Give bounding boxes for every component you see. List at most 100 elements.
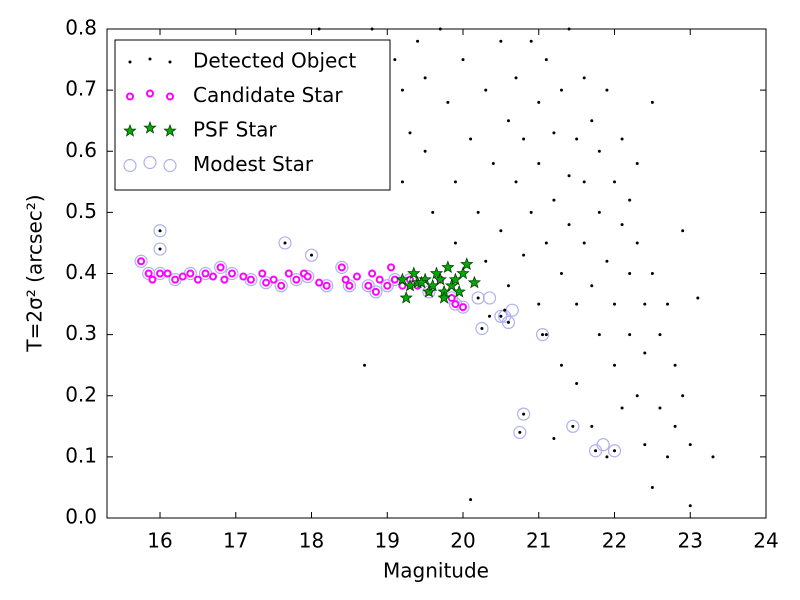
modest-star-marker xyxy=(134,254,148,268)
modest-star-marker xyxy=(143,155,157,170)
detected-object-marker xyxy=(506,284,510,288)
y-tick-label: 0.5 xyxy=(65,199,97,223)
modest-star-marker xyxy=(471,291,485,305)
detected-object-marker xyxy=(681,394,685,398)
candidate-star-marker xyxy=(126,92,134,101)
psf-star-marker xyxy=(407,266,421,280)
detected-object-marker xyxy=(590,119,594,123)
detected-object-marker xyxy=(711,455,715,459)
psf-star-marker xyxy=(437,291,451,304)
detected-object-marker xyxy=(605,455,609,459)
detected-object-marker xyxy=(469,137,473,141)
x-tick-label: 17 xyxy=(223,529,248,553)
detected-object-marker xyxy=(582,76,586,80)
modest-star-marker xyxy=(335,260,349,274)
detected-object-marker xyxy=(544,241,548,245)
candidate-star-marker xyxy=(277,281,286,290)
detected-object-marker xyxy=(168,60,172,64)
detected-object-marker xyxy=(575,382,579,386)
plot-area xyxy=(134,27,715,508)
detected-object-marker xyxy=(506,320,510,324)
detected-object-marker xyxy=(476,210,480,214)
candidate-star-marker xyxy=(193,275,202,284)
detected-object-marker xyxy=(552,437,556,441)
candidate-star-marker xyxy=(163,269,172,278)
candidate-star-marker xyxy=(368,269,377,278)
detected-object-marker xyxy=(605,259,609,263)
detected-object-marker xyxy=(559,272,563,275)
candidate-star-marker xyxy=(398,281,407,290)
detected-object-marker xyxy=(400,180,404,184)
modest-star-marker xyxy=(278,236,292,250)
detected-object-marker xyxy=(283,241,287,245)
detected-object-marker xyxy=(488,314,492,318)
modest-star-marker xyxy=(566,419,580,433)
detected-object-marker xyxy=(571,424,575,428)
modest-star-marker xyxy=(274,279,288,293)
detected-object-marker xyxy=(499,314,503,318)
modest-star-marker xyxy=(501,315,516,329)
candidate-star-marker xyxy=(258,269,267,278)
detected-object-marker xyxy=(499,39,503,43)
psf-star-marker xyxy=(163,124,177,137)
y-tick-label: 0.1 xyxy=(65,443,97,467)
detected-object-marker xyxy=(628,333,632,337)
modest-star-marker xyxy=(607,444,622,458)
legend-box xyxy=(114,39,391,191)
detected-object-marker xyxy=(480,327,484,331)
detected-object-marker xyxy=(484,259,488,263)
candidate-star-marker xyxy=(144,269,153,278)
candidate-star-marker xyxy=(201,269,210,278)
candidate-star-marker xyxy=(292,275,301,284)
x-tick-label: 23 xyxy=(678,529,703,553)
candidate-star-marker xyxy=(375,275,384,284)
candidate-star-marker xyxy=(178,272,187,281)
modest-star-marker xyxy=(153,224,167,238)
detected-object-marker xyxy=(635,241,639,245)
detected-object-marker xyxy=(605,88,609,92)
detected-object-marker xyxy=(635,161,639,165)
detected-object-marker xyxy=(416,39,420,43)
candidate-star-marker xyxy=(171,275,180,284)
psf-star-marker xyxy=(456,266,470,280)
candidate-star-marker xyxy=(364,281,373,290)
psf-star-marker xyxy=(143,121,157,134)
x-tick-label: 24 xyxy=(753,529,778,553)
detected-object-marker xyxy=(461,58,465,62)
detected-object-marker xyxy=(537,161,541,165)
psf-star-marker xyxy=(441,260,455,274)
detected-object-marker xyxy=(620,223,624,227)
candidate-star-marker xyxy=(447,293,456,302)
detected-object-marker xyxy=(363,363,367,367)
detected-object-marker xyxy=(400,88,404,92)
detected-object-marker xyxy=(514,180,518,184)
modest-star-marker xyxy=(535,328,550,342)
detected-object-marker xyxy=(613,180,617,184)
detected-object-marker xyxy=(666,455,670,459)
detected-object-marker xyxy=(552,131,556,135)
x-tick-label: 20 xyxy=(450,529,475,553)
modest-star-marker xyxy=(369,285,383,299)
modest-star-marker xyxy=(475,321,489,336)
candidate-star-marker xyxy=(262,278,271,287)
detected-object-marker xyxy=(643,351,647,355)
detected-object-marker xyxy=(393,58,397,62)
legend-label: Detected Object xyxy=(193,49,356,73)
detected-object-marker xyxy=(484,88,488,92)
detected-object-marker xyxy=(590,424,594,428)
candidate-star-marker xyxy=(227,269,236,278)
x-tick-label: 22 xyxy=(602,529,627,553)
detected-object-marker xyxy=(658,406,662,410)
candidate-star-marker xyxy=(459,303,468,312)
detected-object-marker xyxy=(158,247,162,251)
y-tick-label: 0.6 xyxy=(65,138,97,162)
detected-object-marker xyxy=(522,137,526,141)
candidate-star-marker xyxy=(166,92,174,101)
legend-label: Candidate Star xyxy=(193,83,343,107)
modest-star-marker xyxy=(225,266,239,281)
psf-star-marker xyxy=(460,257,474,270)
legend-label: Modest Star xyxy=(193,152,314,176)
modest-star-marker xyxy=(304,248,319,262)
legend-label: PSF Star xyxy=(193,118,277,142)
